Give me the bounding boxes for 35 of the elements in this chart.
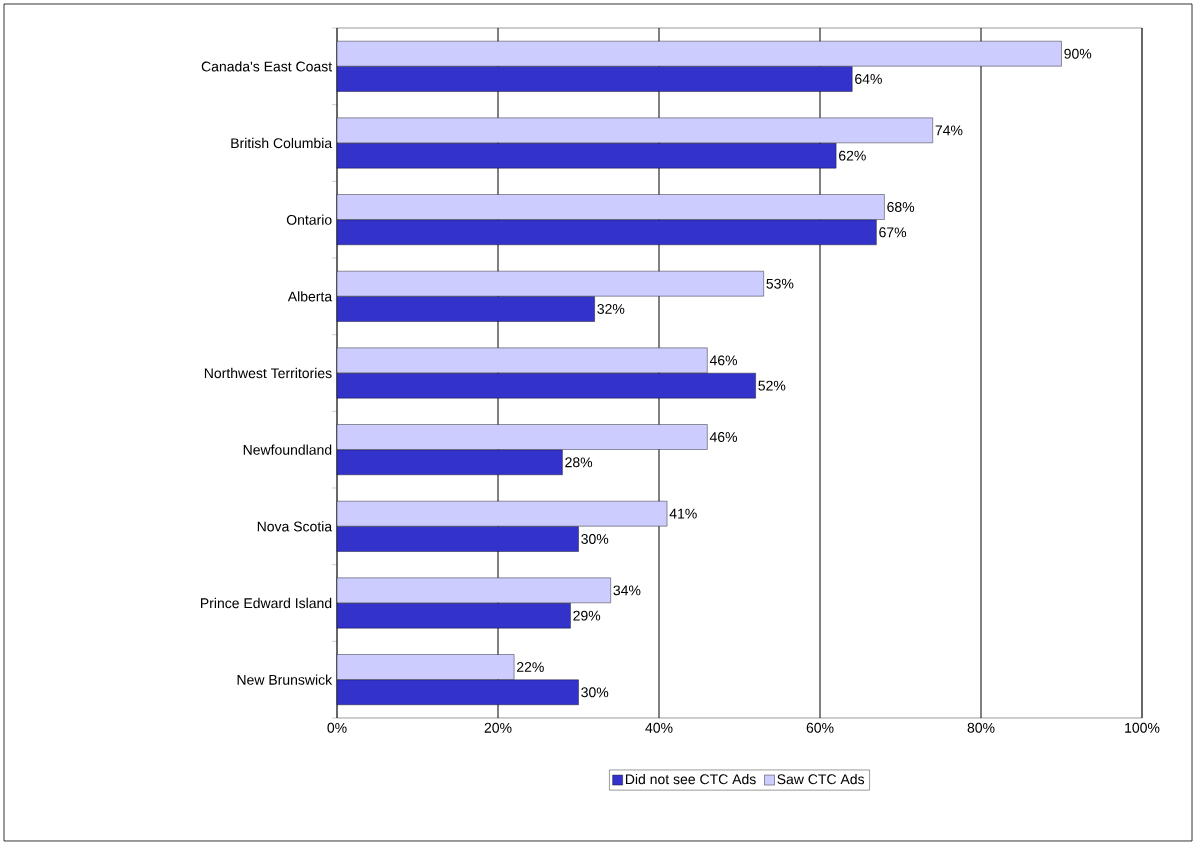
x-tick-label: 0% xyxy=(327,722,347,733)
data-label: 46% xyxy=(709,355,738,366)
y-tick-label: Newfoundland xyxy=(243,444,332,455)
data-label: 68% xyxy=(887,202,915,212)
data-label: 52% xyxy=(758,380,786,391)
data-label: 46% xyxy=(709,432,738,442)
x-tick-label: 40% xyxy=(645,722,673,733)
data-label: 62% xyxy=(839,150,866,161)
y-tick-label: Nova Scotia xyxy=(257,521,333,532)
data-label: 22% xyxy=(517,662,544,672)
data-label: 30% xyxy=(581,534,609,544)
data-label: 32% xyxy=(597,304,625,314)
data-label: 28% xyxy=(565,457,593,468)
legend-label: Did not see CTC Ads xyxy=(625,773,756,785)
data-label: 30% xyxy=(581,687,609,698)
y-tick-label: New Brunswick xyxy=(237,674,333,685)
y-tick-label: Canada's East Coast xyxy=(201,61,333,72)
y-tick-label: Alberta xyxy=(287,291,333,302)
x-tick-label: 80% xyxy=(967,722,995,733)
data-label: 41% xyxy=(669,508,697,519)
y-tick-label: Ontario xyxy=(286,214,332,225)
data-label: 53% xyxy=(766,278,794,289)
data-label: 29% xyxy=(573,610,601,621)
x-tick-label: 60% xyxy=(806,722,834,733)
legend-label: Saw CTC Ads xyxy=(777,773,865,785)
data-label: 67% xyxy=(879,227,907,238)
x-tick-label: 100% xyxy=(1125,722,1160,733)
y-tick-label: British Columbia xyxy=(231,137,333,149)
data-label: 74% xyxy=(935,125,963,136)
data-label: 34% xyxy=(613,585,641,596)
data-label: 64% xyxy=(855,74,882,84)
x-tick-label: 20% xyxy=(484,722,512,733)
y-tick-label: Northwest Territories xyxy=(204,367,332,379)
y-tick-label: Prince Edward Island xyxy=(201,597,332,609)
data-label: 90% xyxy=(1064,48,1092,59)
